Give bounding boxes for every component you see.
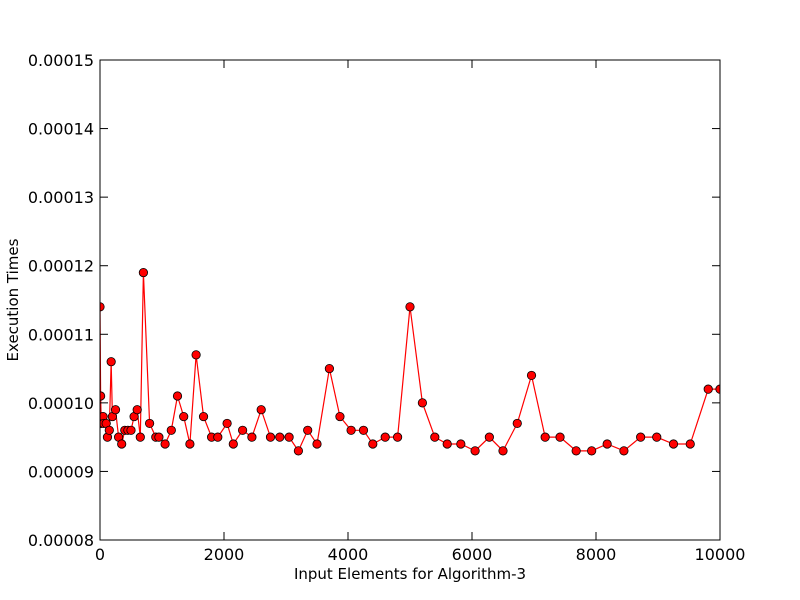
- data-point: [392, 432, 403, 442]
- data-point: [138, 267, 148, 278]
- data-point: [652, 432, 662, 442]
- data-point: [198, 411, 209, 422]
- data-point: [213, 432, 223, 442]
- data-point: [512, 418, 522, 429]
- data-point: [265, 432, 276, 442]
- data-point: [191, 350, 201, 360]
- data-point: [126, 425, 136, 435]
- data-point: [602, 439, 612, 449]
- y-tick-label: 0.00013: [28, 188, 94, 207]
- y-axis-label: Execution Times: [4, 238, 22, 361]
- plot-area-frame: [99, 59, 721, 541]
- data-point: [135, 432, 145, 442]
- data-point: [312, 439, 322, 449]
- data-point: [555, 432, 565, 442]
- data-point: [358, 425, 369, 435]
- data-point: [185, 439, 195, 449]
- x-tick-label: 10000: [695, 545, 746, 564]
- data-point: [703, 384, 713, 394]
- data-point: [247, 432, 257, 442]
- data-point: [117, 439, 127, 449]
- data-point: [228, 439, 238, 449]
- data-point: [100, 391, 106, 401]
- data-point: [154, 432, 164, 442]
- y-tick-label: 0.00012: [28, 257, 94, 276]
- data-point: [238, 425, 248, 435]
- x-tick-label: 4000: [328, 545, 369, 564]
- data-point: [106, 357, 116, 367]
- y-tick-label: 0.00008: [28, 531, 94, 550]
- x-tick-label: 0: [95, 545, 105, 564]
- data-point: [346, 425, 356, 435]
- data-point: [166, 425, 176, 435]
- data-point: [132, 405, 142, 415]
- data-point: [526, 370, 537, 381]
- data-point: [619, 446, 629, 456]
- data-point: [303, 425, 313, 435]
- data-point: [179, 411, 189, 422]
- y-axis: 0.00008 0.00009 0.00010 0.00011 0.00012 0.000…: [28, 51, 720, 550]
- data-point: [417, 398, 427, 408]
- data-series: [100, 267, 720, 456]
- data-point: [324, 363, 334, 374]
- y-tick-label: 0.00010: [28, 394, 94, 413]
- data-point: [430, 432, 440, 442]
- data-point: [587, 446, 597, 456]
- data-point: [160, 439, 170, 449]
- y-tick-label: 0.00011: [28, 325, 94, 344]
- data-point: [110, 405, 121, 415]
- data-point: [335, 411, 345, 422]
- x-tick-label: 6000: [452, 545, 493, 564]
- data-point: [668, 439, 679, 449]
- data-point: [284, 432, 294, 442]
- data-point: [636, 432, 646, 442]
- data-point: [380, 432, 390, 442]
- data-point: [104, 425, 114, 435]
- data-point: [275, 432, 285, 442]
- data-point: [456, 439, 466, 449]
- data-point: [442, 439, 452, 449]
- data-point: [571, 446, 581, 456]
- data-point: [172, 391, 183, 401]
- data-point: [405, 302, 415, 312]
- data-point: [484, 432, 494, 442]
- x-tick-label: 2000: [204, 545, 245, 564]
- data-point: [293, 446, 303, 456]
- data-point: [540, 432, 550, 442]
- y-tick-label: 0.00015: [28, 51, 94, 70]
- data-point: [256, 405, 266, 415]
- data-point: [498, 446, 508, 456]
- y-tick-label: 0.00009: [28, 462, 94, 481]
- data-point: [685, 439, 695, 449]
- data-point: [470, 446, 480, 456]
- data-point: [145, 418, 155, 429]
- x-axis: 0 2000 4000 6000 8000 10000: [95, 60, 746, 564]
- x-tick-label: 8000: [576, 545, 617, 564]
- x-axis-label: Input Elements for Algorithm-3: [294, 565, 526, 583]
- data-point: [222, 418, 232, 429]
- data-point: [368, 439, 378, 449]
- y-tick-label: 0.00014: [28, 120, 94, 139]
